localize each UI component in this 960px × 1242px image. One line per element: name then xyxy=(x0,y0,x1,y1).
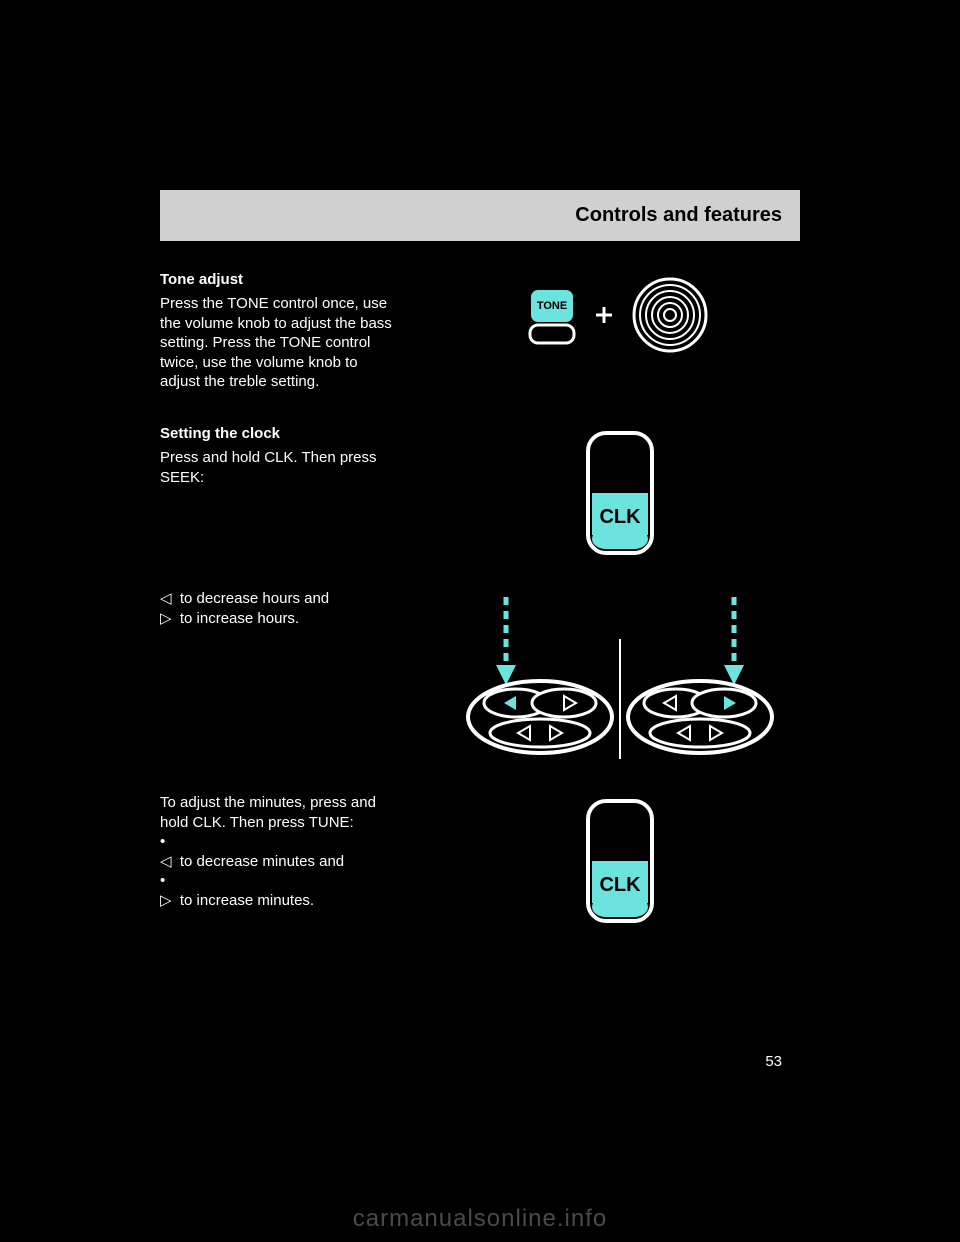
tone-text: Press the TONE control once, use the vol… xyxy=(160,294,430,392)
clk2-label: CLK xyxy=(599,874,641,896)
seek-pad-left xyxy=(468,681,612,753)
figure-clock: CLK xyxy=(440,425,800,565)
page-number: 53 xyxy=(160,1053,800,1070)
clk2-fill-round xyxy=(592,897,648,917)
section-tone: Tone adjust Press the TONE control once,… xyxy=(160,271,800,401)
tone-figure-svg: TONE xyxy=(510,271,730,371)
tone-button-base xyxy=(530,325,574,343)
section-clock: Setting the clock Press and hold CLK. Th… xyxy=(160,425,800,565)
seek-pad-right xyxy=(628,681,772,753)
text-col: ◁ to decrease hours and ▷ to increase ho… xyxy=(160,589,440,769)
text-col: Setting the clock Press and hold CLK. Th… xyxy=(160,425,440,565)
figure-seek xyxy=(440,589,800,769)
manual-page: Controls and features Tone adjust Press … xyxy=(160,190,800,1070)
tone-button-label: TONE xyxy=(537,300,567,312)
figure-tone: TONE xyxy=(440,271,800,401)
clock-text: Press and hold CLK. Then press SEEK: xyxy=(160,448,430,487)
seek-figure-svg xyxy=(460,589,780,769)
section-minutes: To adjust the minutes, press and hold CL… xyxy=(160,793,800,933)
page-header: Controls and features xyxy=(160,190,800,241)
seek-text: ◁ to decrease hours and ▷ to increase ho… xyxy=(160,589,430,628)
text-col: Tone adjust Press the TONE control once,… xyxy=(160,271,440,401)
watermark-text: carmanualsonline.info xyxy=(0,1205,960,1233)
text-col: To adjust the minutes, press and hold CL… xyxy=(160,793,440,933)
clk-fill-round xyxy=(592,529,648,549)
volume-knob-icon xyxy=(634,279,706,351)
header-title: Controls and features xyxy=(575,204,782,226)
section-seek: ◁ to decrease hours and ▷ to increase ho… xyxy=(160,589,800,769)
minutes-text: To adjust the minutes, press and hold CL… xyxy=(160,793,430,910)
clock-heading: Setting the clock xyxy=(160,425,430,442)
clk-button-label: CLK xyxy=(599,506,641,528)
clk-button-svg: CLK xyxy=(560,425,680,565)
tone-heading: Tone adjust xyxy=(160,271,430,288)
clk-button2-svg: CLK xyxy=(560,793,680,933)
figure-minutes: CLK xyxy=(440,793,800,933)
